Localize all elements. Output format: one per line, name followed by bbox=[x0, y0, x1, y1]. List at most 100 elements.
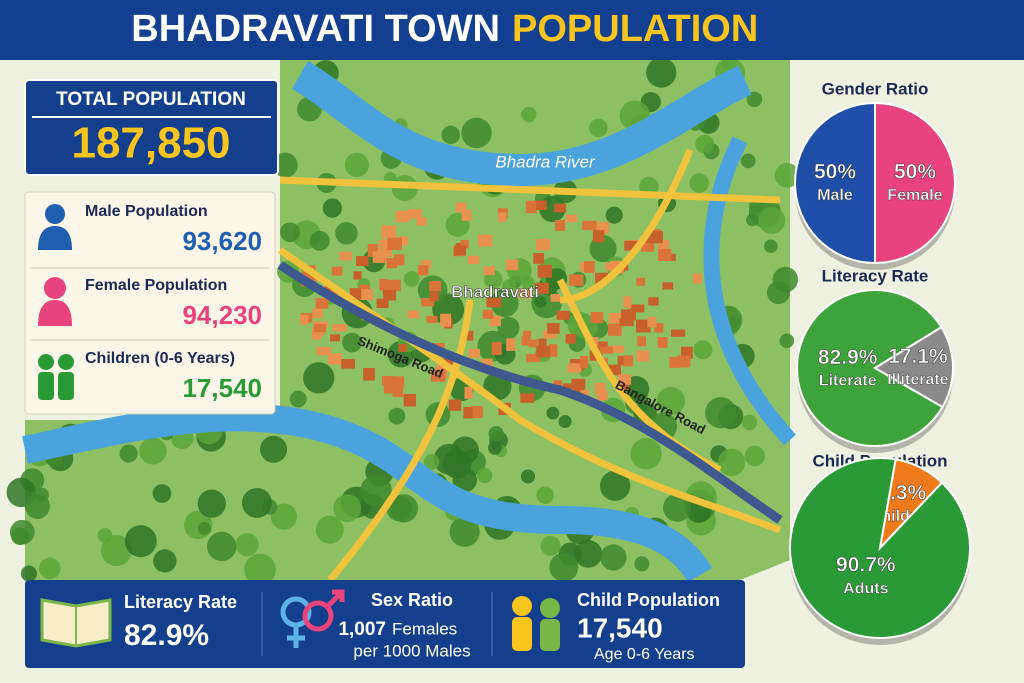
house bbox=[316, 346, 332, 356]
house bbox=[636, 277, 645, 286]
tree bbox=[646, 57, 677, 88]
slice-value: 50% bbox=[814, 161, 856, 184]
house bbox=[417, 265, 429, 276]
house bbox=[498, 212, 507, 222]
tree bbox=[322, 198, 342, 218]
tree bbox=[315, 515, 344, 544]
house bbox=[440, 313, 452, 327]
house bbox=[641, 241, 655, 252]
tree bbox=[388, 407, 406, 425]
house bbox=[623, 296, 632, 308]
tree bbox=[309, 230, 330, 251]
pie-slice bbox=[873, 325, 954, 409]
chart-title: Literacy Rate bbox=[822, 266, 929, 285]
tree bbox=[740, 153, 756, 169]
summary-label: Child Population bbox=[577, 590, 720, 610]
tree bbox=[774, 162, 800, 188]
house bbox=[692, 273, 702, 284]
gender-icon bbox=[280, 589, 345, 648]
tree bbox=[766, 281, 790, 305]
house bbox=[565, 214, 578, 223]
house bbox=[590, 312, 604, 324]
house bbox=[579, 356, 589, 368]
tree bbox=[600, 544, 627, 571]
house bbox=[647, 316, 657, 328]
house bbox=[341, 359, 355, 369]
stats-card bbox=[24, 191, 276, 415]
house bbox=[681, 346, 693, 359]
slice-label: Literate bbox=[819, 373, 877, 390]
house bbox=[379, 239, 393, 250]
house bbox=[554, 203, 567, 213]
house bbox=[315, 298, 329, 309]
tree bbox=[521, 106, 537, 123]
house bbox=[536, 200, 547, 210]
tree bbox=[476, 467, 493, 484]
road bbox=[277, 247, 782, 534]
stat-label: Male Population bbox=[85, 203, 208, 220]
house bbox=[330, 334, 341, 342]
kids-icon bbox=[512, 596, 560, 651]
house bbox=[379, 278, 388, 291]
tree bbox=[244, 553, 276, 586]
house bbox=[662, 282, 674, 290]
tree bbox=[630, 438, 662, 470]
house bbox=[669, 356, 682, 368]
house bbox=[463, 406, 473, 419]
house bbox=[584, 261, 595, 273]
title: BHADRAVATI TOWN bbox=[131, 8, 500, 50]
house bbox=[386, 258, 397, 269]
pie-charts: Gender Ratio 50% Male 50% Female Literacy Rat… bbox=[789, 79, 971, 645]
house bbox=[464, 386, 473, 399]
pie-slice bbox=[796, 289, 944, 447]
stat-value: 94,230 bbox=[182, 300, 262, 330]
title-highlight: POPULATION bbox=[512, 8, 758, 50]
house bbox=[648, 297, 659, 306]
house bbox=[382, 375, 396, 386]
house bbox=[325, 285, 339, 295]
tree bbox=[741, 414, 758, 431]
summary-value: 17,540 bbox=[577, 612, 663, 643]
stat-value: 93,620 bbox=[182, 226, 262, 256]
house bbox=[483, 266, 495, 276]
house bbox=[521, 336, 530, 346]
tree bbox=[705, 397, 737, 429]
summary-label: Literacy Rate bbox=[124, 592, 237, 612]
house bbox=[525, 200, 537, 214]
house bbox=[395, 210, 410, 223]
tree bbox=[501, 279, 517, 294]
house bbox=[635, 319, 651, 333]
tree bbox=[153, 549, 177, 573]
tree bbox=[449, 516, 480, 547]
total-label: TOTAL POPULATION bbox=[56, 89, 246, 110]
house bbox=[339, 251, 352, 261]
house bbox=[383, 290, 397, 301]
house bbox=[594, 382, 606, 395]
house bbox=[657, 337, 668, 348]
house bbox=[430, 369, 446, 382]
house bbox=[381, 225, 397, 239]
tree bbox=[549, 552, 579, 582]
house bbox=[677, 355, 691, 368]
slice-label: Male bbox=[817, 187, 853, 204]
house bbox=[311, 331, 322, 340]
house bbox=[381, 244, 393, 257]
tree bbox=[746, 213, 759, 227]
house bbox=[461, 209, 472, 221]
house bbox=[482, 309, 494, 319]
house bbox=[426, 315, 438, 324]
tree bbox=[534, 295, 547, 308]
house bbox=[420, 260, 432, 269]
house bbox=[491, 342, 502, 355]
house bbox=[599, 346, 613, 354]
summary-value: 1,007 bbox=[338, 619, 386, 640]
river bbox=[291, 61, 752, 187]
slice-label: Female bbox=[887, 187, 942, 204]
tree bbox=[717, 448, 746, 477]
house bbox=[658, 249, 672, 261]
tree bbox=[589, 118, 608, 138]
house bbox=[623, 355, 634, 367]
tree bbox=[693, 340, 713, 360]
tree bbox=[39, 557, 61, 580]
children-icon bbox=[38, 354, 74, 400]
